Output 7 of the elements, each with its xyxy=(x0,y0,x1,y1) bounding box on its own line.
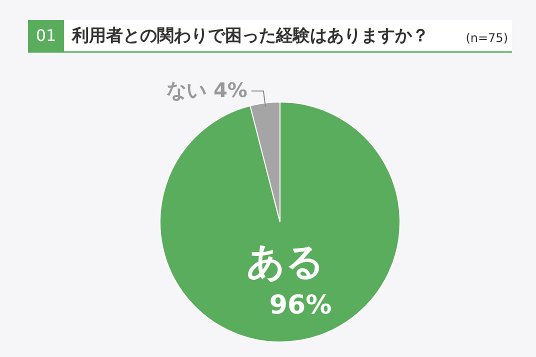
pie-slice xyxy=(160,102,400,342)
text: (n=75) xyxy=(466,31,508,45)
slice-label: ある xyxy=(246,240,324,284)
chart-title: 利用者との関わりで困った経験はありますか？ xyxy=(71,26,429,46)
text: 01 xyxy=(36,26,56,45)
data-label: 96% xyxy=(269,290,332,320)
slice-label: ない 4% xyxy=(166,78,248,102)
